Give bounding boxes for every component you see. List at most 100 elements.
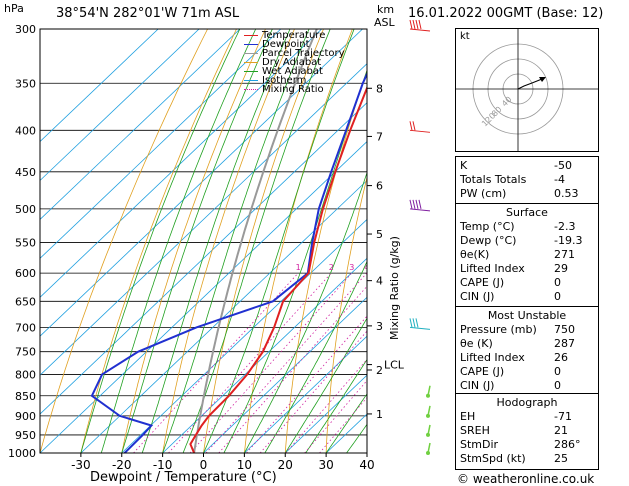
- row-value: 0: [554, 379, 561, 392]
- row-label: CAPE (J): [460, 365, 505, 378]
- km-tick-2: 2: [376, 364, 383, 377]
- pressure-tick-1000: 1000: [8, 447, 36, 460]
- row-value: -19.3: [554, 234, 583, 247]
- table-row: CAPE (J) 0: [456, 365, 598, 379]
- pressure-tick-700: 700: [15, 321, 36, 334]
- wet-adiabat-25: [305, 358, 367, 453]
- legend-item-1: Dewpoint: [244, 39, 345, 50]
- legend-label: Wet Adiabat: [262, 66, 323, 77]
- pressure-tick-450: 450: [15, 166, 36, 179]
- legend-swatch: [244, 88, 258, 90]
- row-value: 29: [554, 262, 568, 275]
- wet-adiabat--15: [141, 29, 291, 453]
- x-tick--30: -30: [71, 458, 91, 472]
- km-tick-5: 5: [376, 228, 383, 241]
- pressure-unit-label: hPa: [4, 2, 24, 15]
- dewpoint-line: [90, 71, 367, 453]
- wind-barb-feather-500-1: [412, 199, 416, 210]
- table-row: SREH 21: [456, 424, 598, 438]
- isotherm-0: [203, 296, 367, 453]
- wind-barb-feather-300-0: [409, 19, 413, 30]
- table-row: Lifted Index 29: [456, 262, 598, 276]
- table-row: θe(K) 271: [456, 248, 598, 262]
- wet-adiabat-15: [264, 260, 367, 453]
- wet-adiabat--10: [162, 29, 310, 453]
- mixing-ratio-line-1: [133, 272, 299, 453]
- hodo-ring-label-40: 40: [500, 95, 514, 109]
- row-value: 0: [554, 276, 561, 289]
- row-label: θe (K): [460, 337, 493, 350]
- wind-barb-400: [409, 129, 431, 133]
- x-tick-20: 20: [278, 458, 293, 472]
- row-label: Pressure (mb): [460, 323, 537, 336]
- wind-barb-feather-700-1: [412, 318, 416, 328]
- row-label: EH: [460, 410, 476, 423]
- km-tick-1: 1: [376, 408, 383, 421]
- hodograph-panel: kt 40 80 120: [455, 28, 599, 152]
- legend-swatch: [244, 79, 258, 81]
- table-row: Pressure (mb) 750: [456, 323, 598, 337]
- dry-adiabat--30: [80, 29, 237, 453]
- hodograph-unit: kt: [460, 31, 470, 42]
- wind-barb-feather-500-2: [415, 199, 419, 210]
- wind-barb-feather-300-3: [418, 19, 422, 30]
- km-tick-7: 7: [376, 130, 383, 143]
- pressure-tick-300: 300: [15, 23, 36, 36]
- location-label: 38°54'N 282°01'W 71m ASL: [56, 6, 240, 21]
- row-value: 25: [554, 452, 568, 465]
- mixing-ratio-label-4: 4: [364, 263, 369, 272]
- legend-swatch: [244, 70, 258, 72]
- most-unstable-table: Most Unstable Pressure (mb) 750 θe (K) 287 Li…: [455, 306, 599, 397]
- isotherm--80: [40, 29, 322, 298]
- isotherm-20: [284, 374, 367, 453]
- parcel-trajectory: [193, 29, 318, 453]
- low-wind-dot-900: [426, 413, 430, 418]
- row-label: SREH: [460, 424, 490, 437]
- wet-adiabat-0: [203, 29, 355, 453]
- legend-label: Dewpoint: [262, 39, 310, 50]
- table-row: Totals Totals -4: [456, 173, 598, 187]
- x-tick--20: -20: [112, 458, 132, 472]
- hodo-trace: [517, 78, 543, 90]
- surface-table: Surface Temp (°C) -2.3 Dewp (°C) -19.3 θe(K) 2…: [455, 203, 599, 308]
- row-value: -4: [554, 173, 565, 186]
- dry-adiabat--10: [162, 29, 295, 453]
- row-label: Lifted Index: [460, 351, 525, 364]
- isotherm--10: [162, 257, 367, 453]
- table-row: PW (cm) 0.53: [456, 187, 598, 201]
- low-wind-dot-850: [426, 393, 430, 398]
- isotherm-10: [244, 335, 367, 453]
- x-tick-40: 40: [359, 458, 374, 472]
- lcl-label: LCL: [384, 359, 405, 372]
- pressure-tick-550: 550: [15, 236, 36, 249]
- wind-barb-700: [409, 326, 431, 330]
- datetime-label: 16.01.2022 00GMT (Base: 12): [408, 6, 604, 21]
- pressure-tick-350: 350: [15, 77, 36, 90]
- wet-adiabat--20: [121, 29, 273, 453]
- legend-item-3: Dry Adiabat: [244, 58, 345, 68]
- background-lines: [40, 29, 367, 453]
- row-value: -50: [554, 159, 572, 172]
- dry-adiabat-0: [203, 29, 324, 453]
- x-tick--10: -10: [153, 458, 173, 472]
- legend: Temperature Dewpoint Parcel Trajectory Dry …: [244, 31, 345, 95]
- table-row: StmDir 286°: [456, 438, 598, 452]
- temperature-line: [189, 85, 367, 453]
- wet-adiabat-20: [284, 317, 367, 453]
- wet-adiabat--25: [100, 29, 257, 453]
- pressure-tick-900: 900: [15, 410, 36, 423]
- mixing-ratio-label-1: 1: [296, 263, 301, 272]
- legend-item-2: Parcel Trajectory: [244, 49, 345, 59]
- section-title: Surface: [506, 206, 548, 219]
- row-label: StmSpd (kt): [460, 452, 526, 465]
- wind-barb-500: [409, 208, 431, 212]
- row-value: 0: [554, 365, 561, 378]
- row-value: 0.53: [554, 187, 579, 200]
- isotherm--30: [80, 179, 367, 453]
- row-label: Lifted Index: [460, 262, 525, 275]
- row-value: 287: [554, 337, 575, 350]
- row-label: K: [460, 159, 468, 172]
- row-value: -2.3: [554, 220, 576, 233]
- row-value: 750: [554, 323, 575, 336]
- low-wind-dot-1000: [426, 451, 430, 455]
